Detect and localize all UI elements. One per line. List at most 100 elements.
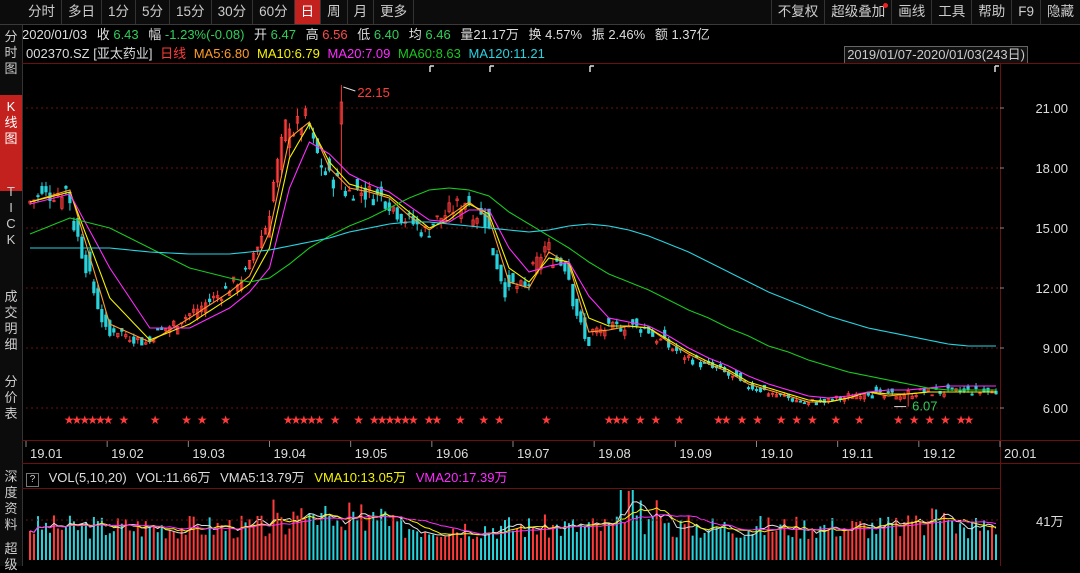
tool-3[interactable]: 工具 — [931, 0, 971, 24]
candle-body — [192, 308, 196, 313]
signal-star: ★ — [713, 413, 724, 427]
ytick-label: 18.00 — [1035, 161, 1068, 176]
candle-body — [774, 394, 779, 398]
volume-bar — [472, 538, 475, 560]
candle-body — [563, 262, 567, 272]
volume-bar — [380, 508, 383, 560]
candle-body — [814, 402, 818, 406]
volume-bar — [655, 500, 658, 560]
tab-1[interactable]: 多日 — [62, 0, 102, 24]
sidebar-item-4[interactable]: 分价表 — [4, 374, 18, 421]
signal-star: ★ — [197, 413, 208, 427]
volume-bar — [124, 519, 127, 560]
tool-4[interactable]: 帮助 — [971, 0, 1011, 24]
ma5-line — [29, 121, 996, 403]
candle-body — [303, 108, 308, 116]
volume-bar — [619, 490, 622, 560]
candle-body — [874, 386, 878, 393]
volume-bar — [372, 512, 375, 560]
candle-body — [343, 190, 347, 197]
candle-body — [108, 320, 112, 336]
volume-bar — [324, 505, 327, 560]
volume-bar — [983, 520, 986, 560]
candle-body — [766, 393, 771, 397]
volume-bar — [791, 537, 794, 560]
volume-bar — [32, 533, 35, 560]
signal-star: ★ — [604, 413, 615, 427]
volume-bar — [743, 536, 746, 560]
ma20-line — [29, 141, 996, 399]
tab-0[interactable]: 分时 — [22, 0, 62, 24]
volume-bar — [88, 538, 91, 560]
quote-date: 2020/01/03 — [22, 27, 88, 42]
volume-bar — [200, 534, 203, 560]
signal-star: ★ — [392, 413, 403, 427]
sidebar-item-0[interactable]: 分时图 — [4, 29, 18, 76]
volume-bar — [663, 523, 666, 560]
tab-7[interactable]: 日 — [294, 0, 322, 24]
candle-body — [104, 314, 108, 327]
volume-bar — [496, 538, 499, 560]
candle-body — [347, 189, 351, 192]
candle-body — [870, 395, 874, 399]
tab-9[interactable]: 月 — [348, 0, 375, 24]
candle-body — [144, 342, 148, 345]
volume-bar — [404, 537, 407, 560]
flag-marker — [489, 65, 494, 72]
volume-bar — [783, 519, 786, 560]
tool-6[interactable]: 隐藏 — [1040, 0, 1080, 24]
xtick-label: 20.01 — [1004, 446, 1037, 461]
tool-5[interactable]: F9 — [1011, 0, 1040, 24]
candle-body — [36, 195, 40, 198]
tab-8[interactable]: 周 — [321, 0, 348, 24]
volume-bar — [236, 537, 239, 560]
sidebar-item-3[interactable]: 成交明细 — [4, 289, 18, 352]
tab-2[interactable]: 1分 — [102, 0, 137, 24]
period-tabs: 分时 多日 1分 5分 15分 30分 60分日周月更多 — [0, 0, 415, 24]
tool-2[interactable]: 画线 — [891, 0, 931, 24]
candle-body — [431, 223, 435, 226]
signal-star: ★ — [400, 413, 411, 427]
tab-10[interactable]: 更多 — [374, 0, 415, 24]
volume-bar — [136, 521, 139, 560]
candle-body — [112, 328, 116, 333]
candle-body — [882, 395, 886, 399]
signal-star: ★ — [494, 413, 505, 427]
signal-star: ★ — [791, 413, 802, 427]
candle-body — [72, 220, 76, 231]
volume-bar — [611, 523, 614, 560]
vma20-label: VMA20:17.39万 — [415, 470, 508, 485]
candle-body — [475, 218, 479, 224]
volume-bar — [68, 515, 71, 560]
candle-body — [387, 202, 391, 212]
tab-4[interactable]: 15分 — [170, 0, 212, 24]
volume-bar — [168, 529, 171, 560]
candle-body — [575, 298, 579, 316]
sidebar-item-5[interactable]: 深度资料 — [4, 469, 18, 532]
signal-star: ★ — [807, 413, 818, 427]
date-range[interactable]: 2019/01/07-2020/01/03(243日) — [844, 46, 1028, 64]
tab-3[interactable]: 5分 — [136, 0, 171, 24]
volume-bar — [216, 522, 219, 560]
volume-bar — [240, 515, 243, 560]
volume-bar — [432, 534, 435, 560]
signal-star: ★ — [940, 413, 951, 427]
period-toolbar: 分时 多日 1分 5分 15分 30分 60分日周月更多 不复权 超级叠加 画线 工具 帮助 F9 隐藏 — [0, 0, 1080, 25]
tool-1[interactable]: 超级叠加 — [824, 0, 891, 24]
candle-body — [531, 262, 535, 265]
volume-bar — [184, 534, 187, 560]
tab-6[interactable]: 60分 — [253, 0, 295, 24]
tab-5[interactable]: 30分 — [212, 0, 254, 24]
volume-bar — [695, 525, 698, 560]
volume-bar — [711, 518, 714, 560]
tool-0[interactable]: 不复权 — [770, 0, 825, 24]
volume-bar — [320, 513, 323, 560]
volume-bar — [635, 515, 638, 560]
volume-axis-label: 41万 — [1036, 514, 1063, 529]
help-icon[interactable]: ? — [26, 473, 39, 487]
volume-bar — [40, 529, 43, 560]
volume-bar — [368, 514, 371, 560]
